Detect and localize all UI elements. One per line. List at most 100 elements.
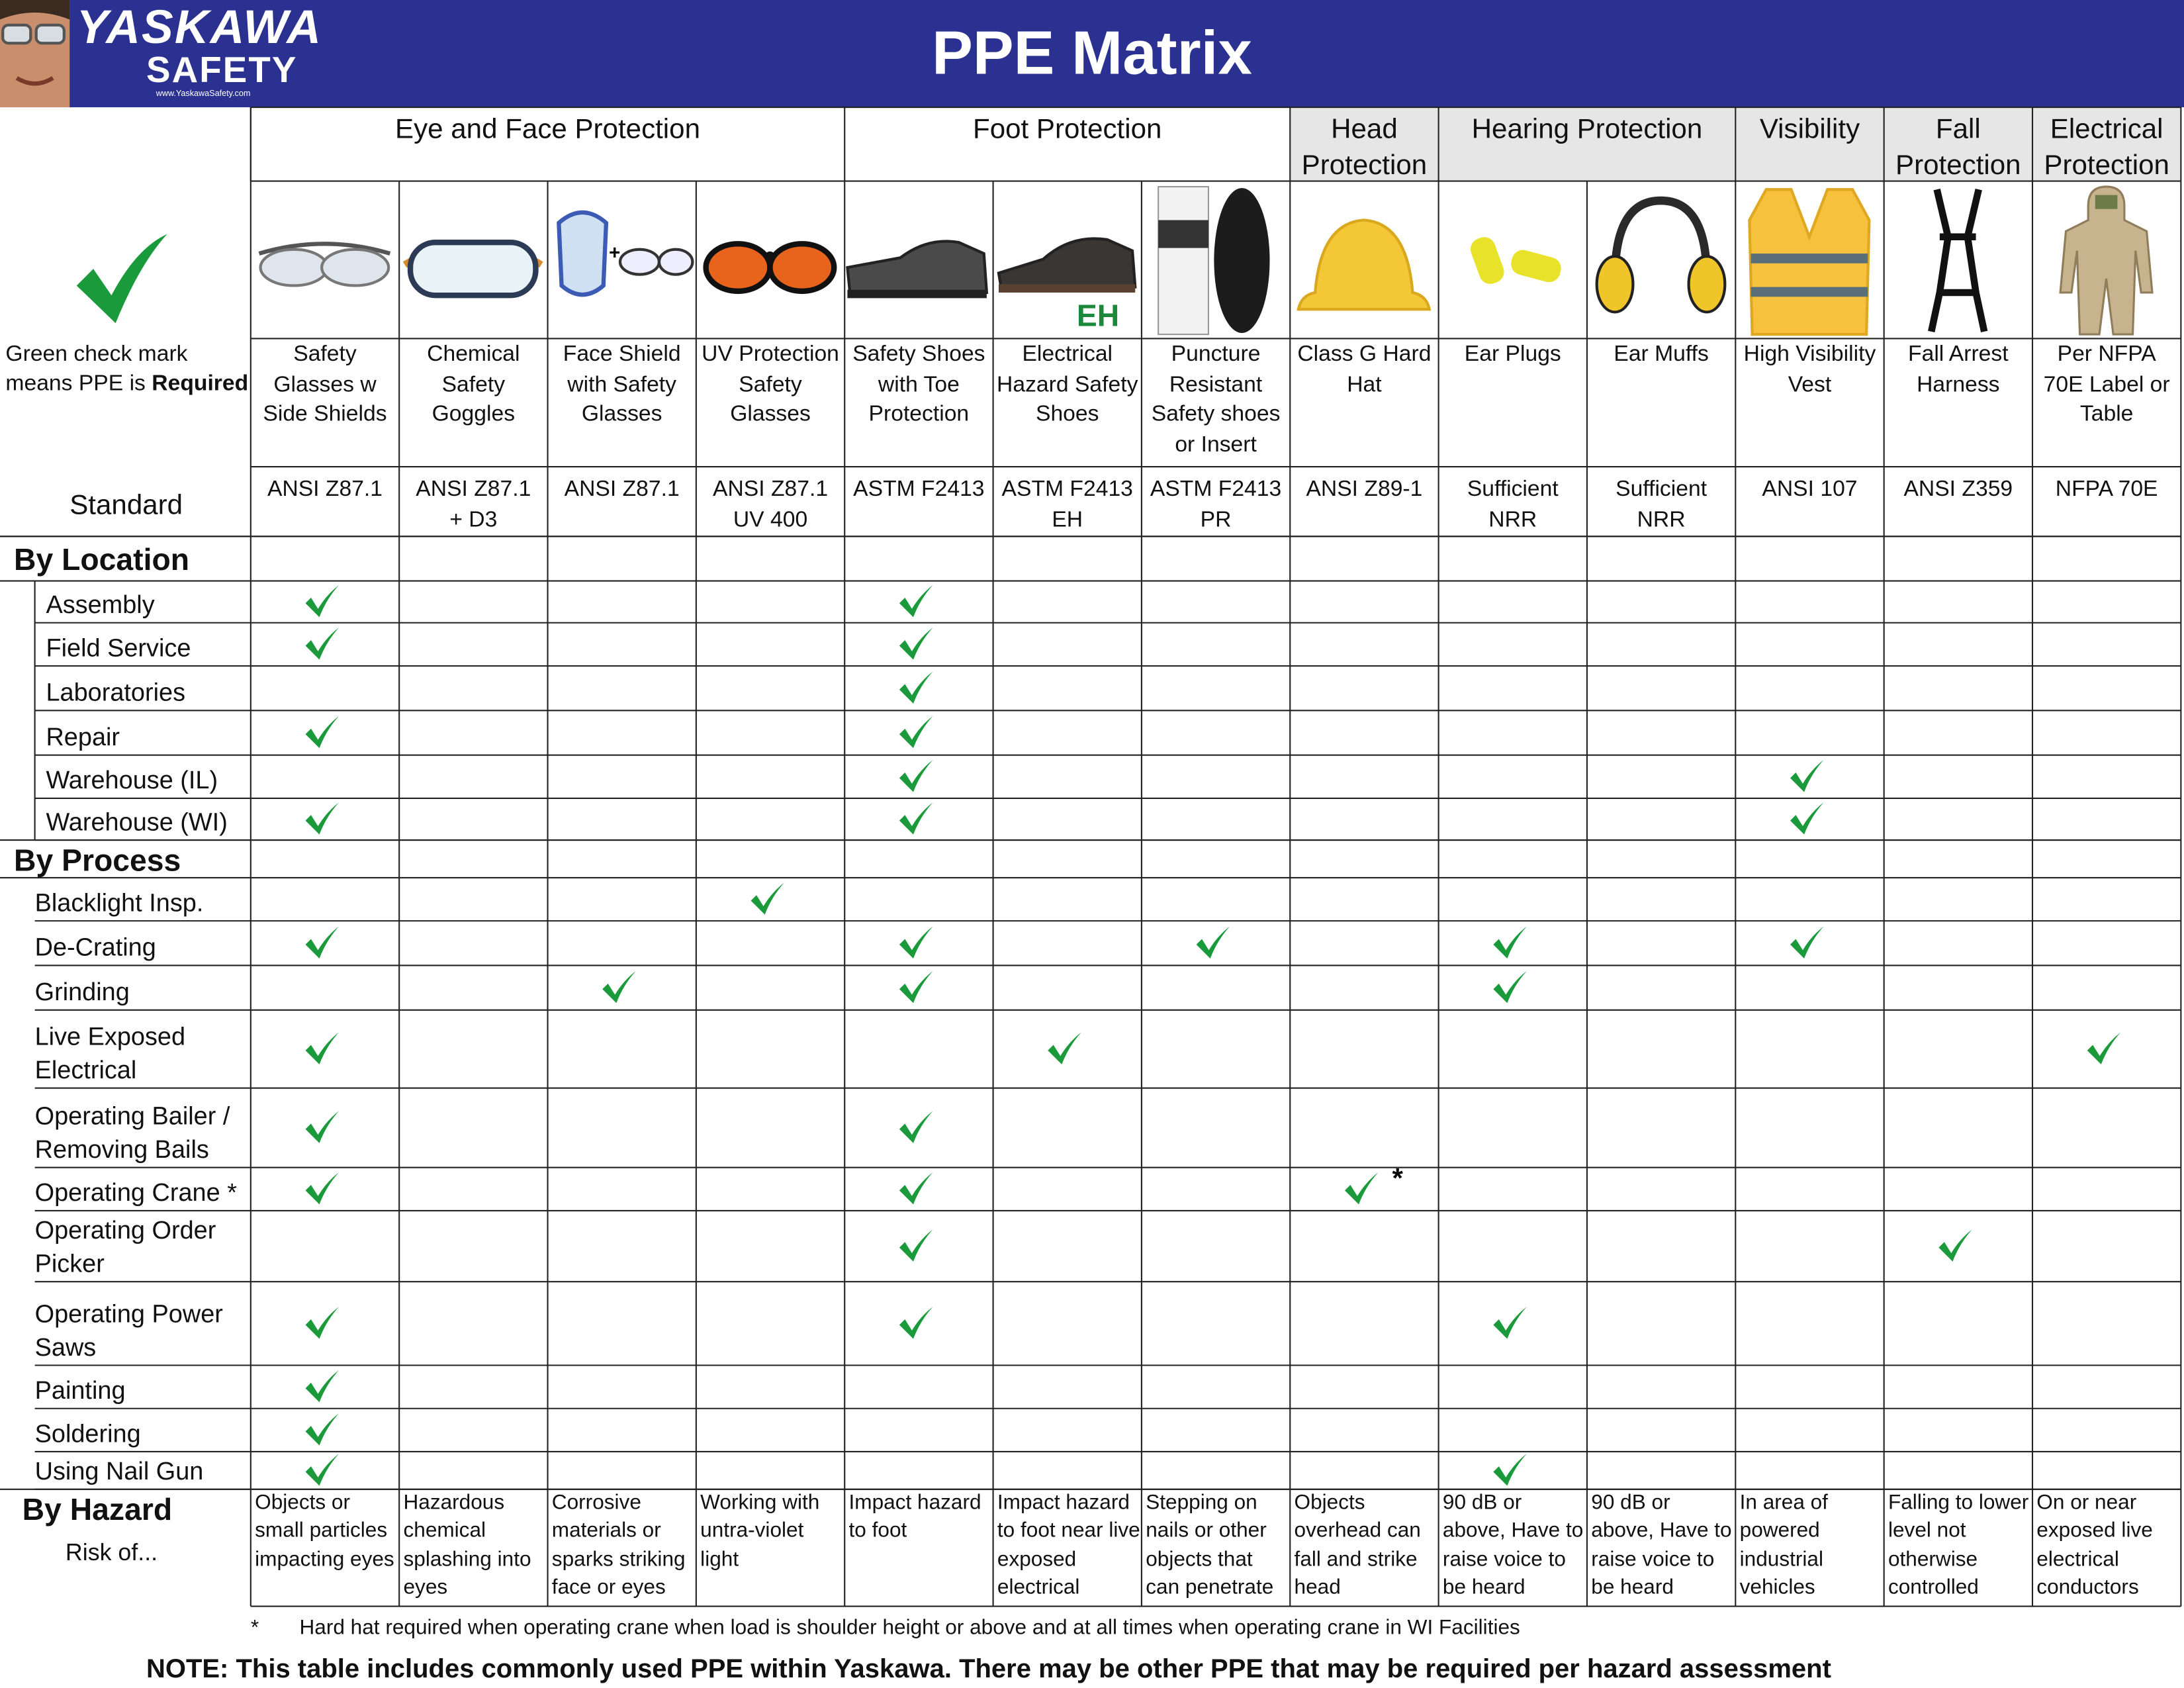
check-mark [899, 1111, 933, 1143]
group-header-bg [1290, 107, 1439, 181]
row-label: Field Service [46, 633, 191, 662]
ppe-standard: ASTM F2413 PR [1150, 477, 1282, 532]
check-mark [305, 1032, 340, 1064]
insole-pack [1158, 185, 1209, 336]
hazard-text: Corrosive materials or sparks striking f… [551, 1490, 686, 1599]
muff [1595, 255, 1635, 314]
row-label: Laboratories [46, 678, 186, 707]
check-mark [899, 1307, 933, 1339]
section-title: By Process [14, 843, 181, 878]
check-mark [1048, 1032, 1081, 1064]
group-header: Head Protection [1301, 114, 1428, 181]
hazard-text: 90 dB or above, Have to raise voice to b… [1442, 1490, 1584, 1599]
check-mark [899, 1229, 933, 1262]
ppe-image [846, 240, 989, 299]
check-mark [305, 1413, 340, 1446]
check-mark [1344, 1172, 1379, 1205]
hazard-text: Impact hazard to foot near live exposed … [997, 1490, 1140, 1599]
ppe-standard: ASTM F2413 EH [1001, 477, 1133, 532]
image-label: + [609, 242, 620, 263]
standard-label: Standard [69, 490, 183, 522]
ppe-image [1470, 237, 1561, 284]
ppe-name: Safety Shoes with Toe Protection [852, 342, 985, 427]
hazard-text: Hazardous chemical splashing into eyes [403, 1490, 531, 1599]
ppe-standard: ANSI Z87.1 + D3 [416, 477, 531, 532]
logo-face [0, 0, 70, 108]
check-mark [1790, 760, 1824, 792]
check-mark [305, 716, 340, 749]
footnote-text: Hard hat required when operating crane w… [299, 1616, 1520, 1640]
check-mark [305, 585, 340, 618]
group-header-bg [2032, 107, 2181, 181]
section-title: By Location [14, 541, 190, 577]
check-mark [305, 926, 340, 959]
lens [618, 248, 660, 276]
row-label: Warehouse (IL) [46, 766, 218, 794]
headband [1610, 196, 1711, 279]
ppe-name: Ear Muffs [1614, 342, 1709, 367]
ppe-name: Ear Plugs [1464, 342, 1561, 367]
pack-band [1158, 220, 1208, 248]
legend-label: Green check mark means PPE is [5, 342, 188, 396]
check-mark [899, 760, 933, 792]
ppe-name: Puncture Resistant Safety shoes or Inser… [1151, 342, 1281, 457]
ppe-standard: ANSI Z87.1 [564, 477, 680, 502]
shield [557, 210, 609, 297]
group-header: Visibility [1759, 114, 1860, 145]
hazard-subtitle: Risk of... [65, 1539, 158, 1566]
check-mark [1196, 926, 1230, 959]
group-header-bg [1735, 107, 1884, 181]
check-mark [305, 1111, 340, 1143]
hazard-text: In area of powered industrial vehicles [1739, 1490, 1829, 1599]
hazard-text: Stepping on nails or other objects that … [1146, 1490, 1274, 1599]
ppe-image [2059, 185, 2154, 336]
group-header-bg [1438, 107, 1736, 181]
check-mark [1493, 1307, 1527, 1339]
vest-stripe [1751, 254, 1868, 263]
ppe-name: Electrical Hazard Safety Shoes [997, 342, 1138, 427]
hazard-text: Working with untra-violet light [700, 1490, 820, 1571]
ear-plug [1470, 237, 1504, 284]
page-title: PPE Matrix [932, 19, 1252, 88]
row-label: Grinding [34, 978, 130, 1006]
ppe-name: Safety Glasses w Side Shields [263, 342, 387, 427]
goggle [407, 239, 539, 299]
row-label: Operating Order Picker [34, 1216, 216, 1278]
ppe-standard: ASTM F2413 [853, 477, 985, 502]
row-label: Painting [34, 1376, 126, 1405]
ppe-image: + [557, 210, 694, 297]
logo-subtitle: SAFETY [146, 48, 298, 91]
group-header: Foot Protection [972, 114, 1162, 145]
check-mark [1493, 926, 1527, 959]
legend-text: Green check mark means PPE is Required [5, 342, 250, 400]
group-header: Hearing Protection [1471, 114, 1703, 145]
check-mark [1790, 926, 1824, 959]
ppe-name: High Visibility Vest [1743, 342, 1876, 397]
ppe-name: Fall Arrest Harness [1908, 342, 2009, 397]
insole [1214, 188, 1270, 333]
ppe-standard: ANSI Z359 [1903, 477, 2013, 502]
ppe-image [1297, 218, 1432, 311]
cell-note: * [1392, 1162, 1404, 1194]
header-band [0, 0, 2184, 108]
check-mark [305, 1307, 340, 1339]
ppe-name: Chemical Safety Goggles [427, 342, 520, 427]
check-mark [1790, 802, 1824, 835]
hazard-text: Objects overhead can fall and strike hea… [1294, 1490, 1421, 1599]
shoe [997, 237, 1137, 291]
hazard-text: Falling to lower level not otherwise con… [1888, 1490, 2029, 1599]
muff [1687, 255, 1727, 314]
ppe-name: Per NFPA 70E Label or Table [2043, 342, 2170, 427]
visor [2095, 195, 2118, 209]
check-mark [899, 628, 933, 660]
ppe-name: Class G Hard Hat [1297, 342, 1432, 397]
check-mark [899, 926, 933, 959]
group-header: Electrical Protection [2044, 114, 2169, 181]
row-label: Live Exposed Electrical [34, 1022, 186, 1084]
check-mark [899, 970, 933, 1004]
legend-bold: Required [152, 371, 249, 396]
ppe-name: Face Shield with Safety Glasses [563, 342, 681, 427]
ppe-image [703, 241, 837, 295]
harness [1928, 189, 1988, 332]
